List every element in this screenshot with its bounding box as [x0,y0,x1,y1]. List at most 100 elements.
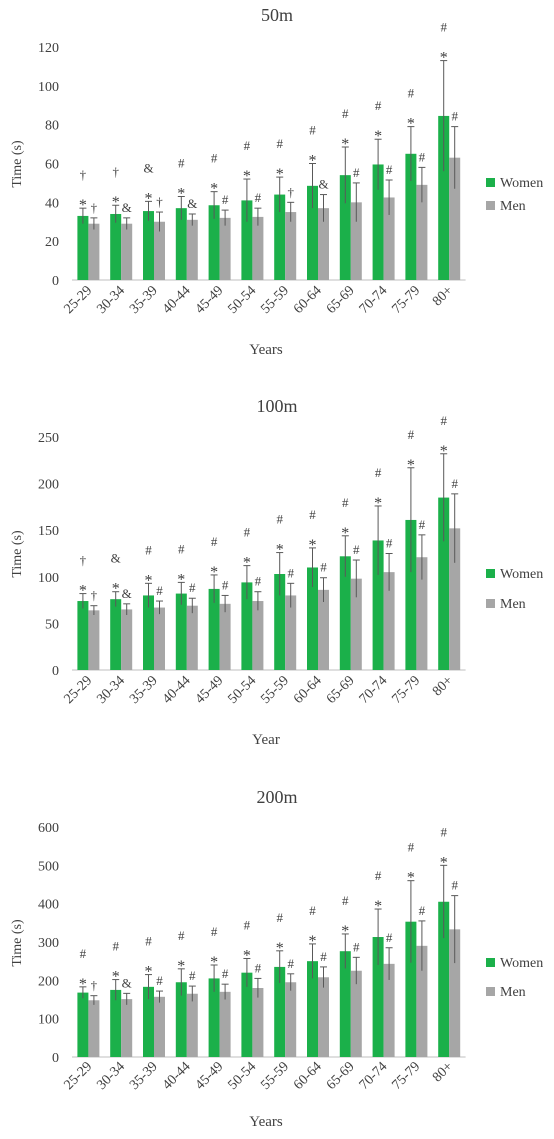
x-tick-label: 55-59 [258,1059,292,1093]
significance-marker: * [440,443,448,460]
significance-marker: # [80,946,87,961]
significance-marker: # [309,123,316,138]
y-tick-label: 120 [38,41,59,56]
x-tick-label: 80+ [430,673,456,699]
bar-men-40-44 [186,219,198,280]
x-tick-label: 30-34 [94,283,128,317]
x-tick-label: 45-49 [193,283,227,317]
y-tick-label: 500 [38,859,59,874]
bar-men-40-44 [186,605,198,670]
bar-men-80+ [449,929,461,1057]
bar-men-55-59 [285,595,297,670]
bar-women-30-34 [110,599,122,670]
x-tick-label: 45-49 [193,673,227,707]
x-tick-label: 50-54 [226,1059,260,1093]
bar-women-25-29 [77,992,89,1057]
x-tick-label: 55-59 [258,673,292,707]
bar-women-55-59 [274,574,286,670]
bar-women-75-79 [405,153,417,280]
significance-marker: * [276,166,284,183]
significance-marker: † [112,164,119,179]
significance-marker: * [440,50,448,67]
bar-women-25-29 [77,601,89,670]
x-tick-label: 60-64 [291,673,325,707]
bar-women-45-49 [208,978,220,1057]
y-axis-label: Time (s) [10,919,25,967]
bar-women-40-44 [175,982,187,1057]
significance-marker: * [112,194,120,211]
significance-marker: # [386,930,393,945]
significance-marker: # [178,541,185,556]
legend-label-men: Men [500,199,526,214]
bar-women-65-69 [339,175,351,280]
bar-men-25-29 [88,610,100,670]
bar-men-55-59 [285,982,297,1057]
significance-marker: * [309,933,317,950]
significance-marker: * [374,495,382,512]
bar-women-30-34 [110,989,122,1057]
significance-marker: * [341,525,349,542]
bar-men-75-79 [416,557,428,670]
bar-men-45-49 [219,603,231,670]
bar-men-50-54 [252,216,264,280]
bar-women-80+ [438,497,450,670]
significance-marker: # [419,149,426,164]
significance-marker: † [91,200,98,215]
significance-marker: # [211,924,218,939]
x-tick-label: 75-79 [390,1059,424,1093]
x-tick-label: 75-79 [390,673,424,707]
bar-women-70-74 [372,540,384,670]
significance-marker: * [177,186,185,203]
bar-women-40-44 [175,208,187,280]
bar-men-65-69 [350,578,362,670]
significance-marker: * [440,854,448,871]
legend-label-women: Women [500,176,543,191]
y-tick-label: 80 [45,119,59,134]
significance-marker: # [353,542,360,557]
significance-marker: * [79,976,87,993]
significance-marker: # [419,517,426,532]
bar-men-35-39 [154,221,165,280]
bar-women-35-39 [143,595,154,670]
significance-marker: # [451,878,458,893]
significance-marker: * [210,954,218,971]
bar-men-25-29 [88,1000,100,1057]
significance-marker: # [287,956,294,971]
x-axis-label: Year [252,732,280,748]
significance-marker: * [374,898,382,915]
bar-women-70-74 [372,164,384,280]
bar-women-75-79 [405,921,417,1057]
significance-marker: # [276,910,283,925]
significance-marker: * [79,197,87,214]
x-axis-label: Years [249,342,283,358]
y-tick-label: 20 [45,235,59,250]
significance-marker: # [255,574,262,589]
significance-marker: # [375,98,382,113]
bar-men-60-64 [318,977,329,1057]
significance-marker: † [80,553,87,568]
bar-men-45-49 [219,217,231,280]
significance-marker: * [407,457,415,474]
significance-marker: # [309,903,316,918]
x-tick-label: 80+ [430,283,456,309]
significance-marker: # [211,151,218,166]
bar-women-75-79 [405,519,417,670]
bar-women-35-39 [143,211,154,280]
legend-swatch-men [486,201,495,210]
bar-men-70-74 [383,963,395,1057]
x-tick-label: 75-79 [390,283,424,317]
x-tick-label: 35-39 [127,673,161,707]
bar-women-60-64 [307,185,318,280]
bar-men-35-39 [154,607,165,670]
bar-men-70-74 [383,572,395,670]
y-tick-label: 100 [38,80,59,95]
bar-women-25-29 [77,215,89,280]
x-tick-label: 35-39 [127,283,161,317]
bar-men-65-69 [350,202,362,280]
y-tick-label: 250 [38,431,59,446]
significance-marker: & [318,177,328,192]
bar-women-30-34 [110,213,122,280]
significance-marker: * [112,581,120,598]
